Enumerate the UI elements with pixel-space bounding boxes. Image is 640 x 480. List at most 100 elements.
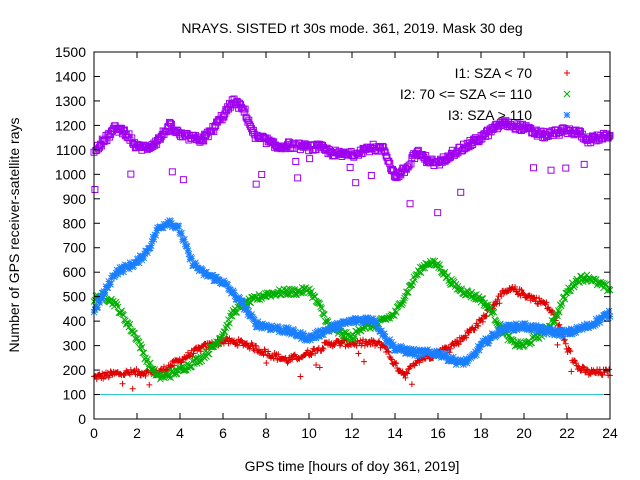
data-point xyxy=(580,363,587,370)
legend-marker xyxy=(564,70,570,76)
data-point xyxy=(303,337,311,344)
x-tick-label: 0 xyxy=(90,425,98,441)
data-point xyxy=(283,324,290,331)
data-point xyxy=(144,249,151,257)
data-point xyxy=(223,334,230,341)
data-point xyxy=(205,350,213,358)
data-point xyxy=(562,164,570,172)
data-point xyxy=(380,330,388,337)
data-point xyxy=(401,294,408,302)
data-point xyxy=(441,268,449,276)
data-point xyxy=(119,380,126,387)
data-point xyxy=(586,369,593,376)
data-point xyxy=(252,180,260,188)
data-point xyxy=(232,309,240,316)
data-point xyxy=(166,119,174,127)
data-point xyxy=(381,333,389,341)
data-point xyxy=(224,323,231,330)
data-point xyxy=(360,336,367,343)
data-point xyxy=(404,288,412,296)
data-point xyxy=(125,265,133,273)
data-point xyxy=(558,326,566,334)
data-point xyxy=(479,295,487,302)
data-point xyxy=(551,317,559,325)
data-point xyxy=(238,297,246,305)
data-point xyxy=(95,297,102,305)
data-point xyxy=(215,276,223,284)
data-point xyxy=(223,107,231,115)
data-point xyxy=(328,325,336,333)
data-point xyxy=(474,343,482,350)
data-point xyxy=(466,329,473,336)
y-tick-label: 500 xyxy=(63,289,87,305)
data-point xyxy=(212,340,219,348)
data-point xyxy=(536,295,543,302)
y-tick-label: 100 xyxy=(63,387,87,403)
data-point xyxy=(220,277,228,285)
data-point xyxy=(547,329,555,337)
data-point xyxy=(599,315,606,323)
data-point xyxy=(191,360,198,368)
data-point xyxy=(463,334,470,341)
data-point xyxy=(441,352,449,360)
data-point xyxy=(310,293,318,300)
y-tick-label: 900 xyxy=(63,191,87,207)
data-point xyxy=(597,315,605,323)
data-point xyxy=(483,312,490,319)
data-point xyxy=(393,360,400,367)
data-point xyxy=(319,344,326,351)
data-point xyxy=(471,327,478,334)
data-point xyxy=(351,333,359,340)
legend-label: I3: SZA > 110 xyxy=(448,107,532,123)
data-point xyxy=(381,148,389,156)
data-point xyxy=(568,368,575,375)
data-point xyxy=(203,268,210,276)
data-point xyxy=(490,302,497,309)
data-point xyxy=(498,293,505,300)
data-point xyxy=(320,331,327,339)
x-tick-label: 18 xyxy=(473,425,489,441)
data-point xyxy=(503,325,511,333)
data-point xyxy=(447,345,454,352)
data-point xyxy=(167,362,174,369)
data-point xyxy=(457,188,465,196)
data-point xyxy=(284,329,291,336)
data-point xyxy=(476,343,484,351)
data-point xyxy=(398,301,406,309)
data-point xyxy=(306,155,314,163)
data-point xyxy=(433,347,441,355)
data-point xyxy=(385,349,392,356)
data-point xyxy=(297,373,304,380)
data-point xyxy=(561,295,569,303)
x-axis-label: GPS time [hours of doy 361, 2019] xyxy=(245,458,460,474)
data-point xyxy=(238,337,245,344)
data-point xyxy=(183,243,191,250)
data-point xyxy=(152,371,160,379)
data-point xyxy=(179,176,187,184)
data-point xyxy=(530,323,537,331)
data-point xyxy=(93,376,100,383)
data-point xyxy=(184,247,192,254)
data-point xyxy=(392,309,400,316)
data-point xyxy=(485,339,492,347)
data-point xyxy=(528,327,536,334)
data-point xyxy=(473,351,480,359)
legend-label: I2: 70 <= SZA <= 110 xyxy=(400,86,532,102)
data-point xyxy=(240,306,248,313)
x-tick-label: 12 xyxy=(344,425,360,441)
data-point xyxy=(341,328,348,336)
data-point xyxy=(514,291,521,298)
data-point xyxy=(335,324,343,332)
data-marks-layer xyxy=(90,95,614,392)
data-point xyxy=(115,309,123,317)
data-point xyxy=(296,331,303,338)
data-point xyxy=(107,280,114,288)
data-point xyxy=(520,325,527,332)
data-point xyxy=(265,348,272,355)
data-point xyxy=(249,341,256,348)
data-point xyxy=(417,269,425,277)
data-point xyxy=(562,340,569,347)
data-point xyxy=(309,332,317,340)
data-point xyxy=(419,351,427,359)
data-point xyxy=(552,326,559,334)
